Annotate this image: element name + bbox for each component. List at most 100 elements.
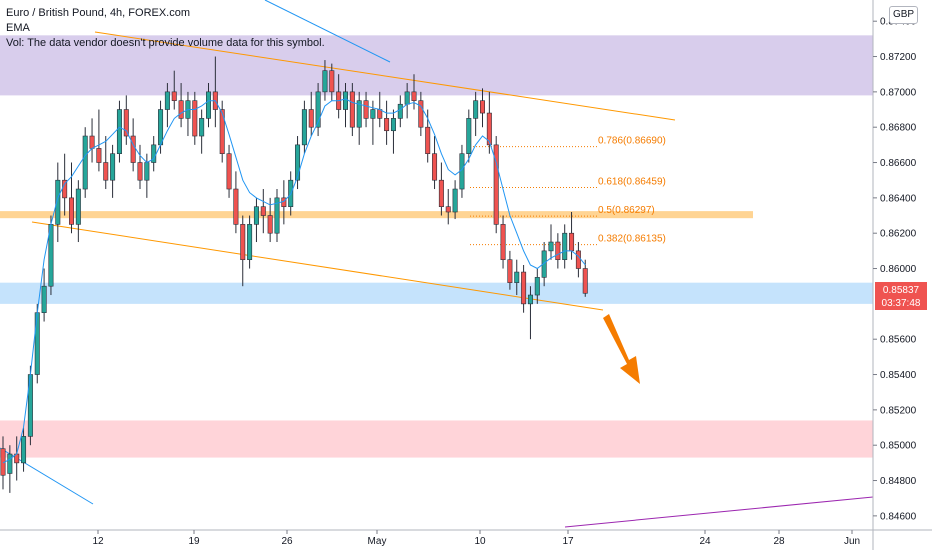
y-tick-label: 0.85200 (880, 405, 917, 416)
ema-line[interactable] (2, 98, 586, 464)
candle[interactable] (226, 144, 232, 198)
candle[interactable] (534, 268, 540, 304)
symbol-title[interactable]: Euro / British Pound, 4h, FOREX.com (6, 7, 191, 19)
candle-body-down (219, 109, 225, 155)
candle[interactable] (151, 136, 157, 172)
candle[interactable] (527, 286, 533, 340)
candle[interactable] (253, 197, 259, 243)
candle[interactable] (308, 91, 314, 137)
zone-orange[interactable] (0, 211, 753, 219)
candle[interactable] (41, 268, 47, 322)
candle[interactable] (466, 109, 472, 163)
zone-demand[interactable] (0, 420, 873, 458)
candle[interactable] (178, 83, 184, 128)
blue-trendline-top[interactable] (264, 0, 391, 63)
candle[interactable] (48, 215, 54, 296)
candle[interactable] (411, 74, 417, 110)
price-axis[interactable] (873, 0, 932, 550)
candle[interactable] (82, 127, 88, 198)
time-axis[interactable] (0, 530, 932, 550)
candle[interactable] (21, 427, 27, 472)
candle[interactable] (397, 95, 403, 128)
candle[interactable] (514, 259, 520, 296)
upper-trendline[interactable] (94, 31, 676, 121)
candle[interactable] (247, 215, 253, 269)
candle-body-down (555, 241, 561, 261)
candle[interactable] (55, 162, 61, 243)
candle[interactable] (123, 95, 129, 145)
candle[interactable] (521, 265, 527, 313)
candle[interactable] (199, 109, 205, 154)
candle[interactable] (137, 144, 143, 190)
candle[interactable] (479, 88, 485, 128)
candle[interactable] (507, 250, 513, 290)
candle[interactable] (192, 91, 198, 145)
projection-arrow[interactable] (603, 314, 640, 384)
candle-body-up (34, 312, 40, 375)
candle[interactable] (473, 91, 479, 137)
candle[interactable] (185, 91, 191, 137)
candle-body-down (260, 206, 266, 216)
candle[interactable] (541, 242, 547, 287)
candle[interactable] (575, 242, 581, 278)
candle[interactable] (548, 224, 554, 260)
candle[interactable] (171, 70, 177, 110)
candle[interactable] (96, 109, 102, 172)
candle[interactable] (301, 100, 307, 154)
candle-body-down (240, 224, 246, 261)
currency-button[interactable]: GBP (889, 6, 918, 24)
fib-label-0: 0.786(0.86690) (598, 136, 666, 147)
candle[interactable] (384, 100, 390, 145)
candle[interactable] (562, 224, 568, 269)
candle[interactable] (260, 189, 266, 234)
candle[interactable] (233, 171, 239, 234)
candle[interactable] (486, 91, 492, 154)
candle[interactable] (432, 136, 438, 190)
candle[interactable] (315, 83, 321, 137)
candle[interactable] (418, 91, 424, 137)
candle[interactable] (500, 215, 506, 269)
candle[interactable] (206, 83, 212, 128)
candle[interactable] (295, 136, 301, 190)
candle-body-down (569, 232, 575, 252)
candle[interactable] (329, 63, 335, 101)
candle[interactable] (7, 445, 13, 493)
candle-body-up (562, 232, 568, 260)
candle[interactable] (363, 91, 369, 128)
candle[interactable] (69, 162, 75, 234)
lower-trendline[interactable] (31, 221, 604, 311)
candle[interactable] (493, 136, 499, 234)
candle[interactable] (445, 189, 451, 225)
candle[interactable] (555, 233, 561, 269)
candle-body-down (384, 118, 390, 132)
candle-body-up (322, 70, 328, 93)
candle[interactable] (103, 136, 109, 190)
candle-body-up (110, 153, 116, 181)
candle[interactable] (322, 60, 328, 101)
candle[interactable] (342, 83, 348, 128)
candle[interactable] (582, 259, 588, 297)
candle-body-up (158, 109, 164, 146)
candle[interactable] (452, 180, 458, 220)
candle[interactable] (116, 100, 122, 163)
candle-body-up (548, 241, 554, 252)
candle[interactable] (110, 144, 116, 198)
candle[interactable] (349, 83, 355, 137)
candle[interactable] (438, 162, 444, 216)
candle[interactable] (164, 83, 170, 128)
candle-body-up (164, 91, 170, 110)
candle[interactable] (89, 118, 95, 163)
candle-body-up (356, 100, 362, 128)
candle[interactable] (219, 100, 225, 163)
candle[interactable] (75, 180, 81, 243)
candle[interactable] (274, 189, 280, 243)
zone-support[interactable] (0, 282, 873, 304)
zone-supply[interactable] (0, 35, 873, 96)
purple-trendline[interactable] (564, 496, 874, 528)
candle[interactable] (356, 91, 362, 145)
indicator-ema-label[interactable]: EMA (6, 22, 30, 34)
candle[interactable] (390, 109, 396, 154)
candle[interactable] (240, 215, 246, 287)
